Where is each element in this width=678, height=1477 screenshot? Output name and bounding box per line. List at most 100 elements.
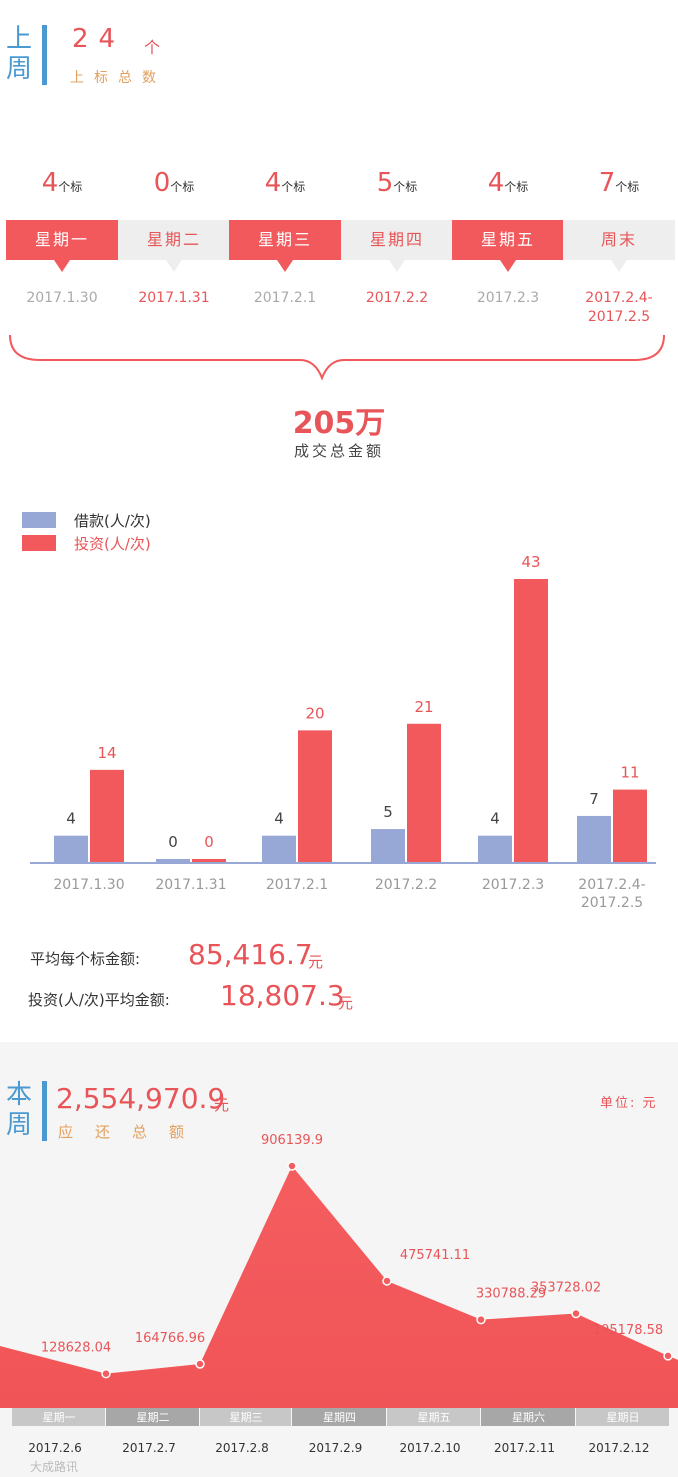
avg-per-invest-unit: 元 bbox=[338, 994, 354, 1012]
area-date-label: 2017.2.12 bbox=[588, 1441, 649, 1455]
day-date: 2017.2.3 bbox=[476, 290, 540, 306]
day-bid-count-unit: 个标 bbox=[504, 180, 529, 194]
bar-chart: 4 14 2017.1.30 0 0 2017.1.31 4 20 2017.2.1 5 21 201… bbox=[30, 553, 656, 911]
area-day-label: 星期一 bbox=[43, 1411, 76, 1424]
bar-invest-value: 21 bbox=[414, 698, 433, 716]
this-week-title: 本周 bbox=[5, 1080, 32, 1140]
area-date-label: 2017.2.11 bbox=[494, 1441, 555, 1455]
area-day-label: 星期三 bbox=[230, 1411, 263, 1424]
day-tab: 周末 bbox=[563, 220, 675, 260]
day-bid-count: 5个标 bbox=[341, 168, 453, 198]
day-bid-count-number: 4 bbox=[41, 168, 59, 198]
area-day-cell bbox=[200, 1408, 291, 1426]
area-day-cell bbox=[292, 1408, 386, 1426]
repay-total-label: 应还总额 bbox=[58, 1123, 207, 1141]
bar-category-label: 2017.2.3 bbox=[482, 877, 544, 893]
avg-per-bid-unit: 元 bbox=[308, 953, 324, 971]
area-date-label: 2017.2.9 bbox=[309, 1441, 362, 1455]
legend-label-borrow: 借款(人/次) bbox=[74, 512, 151, 530]
day-bid-count-number: 4 bbox=[487, 168, 505, 198]
day-bid-count-unit: 个标 bbox=[58, 180, 83, 194]
area-date-label: 2017.2.8 bbox=[215, 1441, 268, 1455]
deal-total-label: 成交总金额 bbox=[293, 442, 384, 460]
bar-category-label: 2017.1.31 bbox=[155, 877, 226, 893]
area-point-marker bbox=[382, 1276, 392, 1286]
day-bid-count-number: 7 bbox=[598, 168, 616, 198]
bar-borrow-value: 5 bbox=[383, 803, 393, 821]
bar-invest bbox=[90, 769, 124, 862]
bar-invest bbox=[298, 730, 332, 862]
day-bid-count: 7个标 bbox=[563, 168, 675, 198]
day-tab-pointer bbox=[166, 260, 182, 272]
day-bid-count: 0个标 bbox=[118, 168, 230, 198]
bar-borrow-value: 0 bbox=[168, 833, 178, 851]
legend-label-invest: 投资(人/次) bbox=[74, 535, 151, 553]
area-point-marker bbox=[101, 1368, 111, 1379]
area-point-marker bbox=[287, 1161, 297, 1171]
area-point-marker bbox=[571, 1308, 581, 1319]
area-day-label: 星期六 bbox=[512, 1411, 545, 1424]
day-tab-pointer bbox=[54, 260, 70, 272]
day-bid-count: 4个标 bbox=[6, 168, 118, 198]
area-day-cell bbox=[12, 1408, 105, 1426]
day-bid-count-unit: 个标 bbox=[170, 180, 195, 194]
day-bid-count-unit: 个标 bbox=[615, 180, 640, 194]
bar-category-label: 2017.2.4- bbox=[578, 877, 645, 893]
day-bid-count-number: 0 bbox=[153, 168, 171, 198]
avg-per-bid-value: 85,416.7 bbox=[188, 938, 313, 971]
bar-category-label: 2017.2.1 bbox=[266, 877, 328, 893]
bar-invest bbox=[514, 579, 548, 862]
bar-invest-value: 0 bbox=[204, 833, 214, 851]
bar-category-label: 2017.2.2 bbox=[375, 877, 437, 893]
area-point-value: 330788.29 bbox=[476, 1287, 546, 1302]
day-bid-count-number: 5 bbox=[376, 168, 394, 198]
bar-category-label: 2017.2.5 bbox=[581, 895, 643, 911]
area-day-label: 星期二 bbox=[137, 1411, 170, 1424]
day-tab-pointer bbox=[277, 260, 293, 272]
total-bid-count-label: 上标总数 bbox=[70, 70, 166, 86]
bar-borrow bbox=[577, 815, 611, 862]
legend-swatch-borrow bbox=[22, 512, 56, 528]
day-date: 2017.1.31 bbox=[138, 290, 210, 306]
total-bid-count: 24 bbox=[72, 24, 126, 54]
legend-swatch-invest bbox=[22, 535, 56, 551]
area-point-value: 195178.58 bbox=[593, 1323, 663, 1338]
day-date: 2017.1.30 bbox=[26, 290, 98, 306]
area-date-label: 2017.2.10 bbox=[399, 1441, 460, 1455]
repay-total-unit: 元 bbox=[214, 1096, 230, 1114]
day-bid-count-number: 4 bbox=[264, 168, 282, 198]
day-tab: 星期一 bbox=[6, 220, 118, 260]
this-week-title-bar bbox=[42, 1081, 47, 1141]
area-fill bbox=[0, 1166, 678, 1408]
day-date: 2017.2.4- 2017.2.5 bbox=[585, 290, 653, 325]
avg-per-invest-value: 18,807.3 bbox=[220, 979, 345, 1012]
area-day-cell bbox=[576, 1408, 669, 1426]
day-tab-pointer bbox=[500, 260, 516, 272]
day-bid-count: 4个标 bbox=[452, 168, 564, 198]
day-tab-pointer bbox=[611, 260, 627, 272]
day-date: 2017.2.1 bbox=[253, 290, 317, 306]
bar-invest bbox=[407, 723, 441, 862]
brace-graphic bbox=[9, 334, 665, 381]
area-point-value: 906139.9 bbox=[261, 1133, 323, 1148]
day-bid-count-unit: 个标 bbox=[393, 180, 418, 194]
bar-borrow-value: 4 bbox=[274, 810, 284, 828]
area-chart: 128628.04 164766.96 906139.9 475741.11 33078… bbox=[0, 1133, 678, 1455]
last-week-title: 上周 bbox=[5, 24, 32, 84]
bar-invest bbox=[613, 789, 647, 862]
area-point-value: 128628.04 bbox=[41, 1341, 111, 1356]
day-tab: 星期三 bbox=[229, 220, 341, 260]
watermark: 大成路讯 bbox=[30, 1460, 79, 1474]
bar-category-label: 2017.1.30 bbox=[53, 877, 124, 893]
day-tab: 星期二 bbox=[118, 220, 230, 260]
bar-invest-value: 43 bbox=[521, 553, 540, 571]
avg-per-invest-label: 投资(人/次)平均金额: bbox=[28, 991, 170, 1009]
total-bid-count-unit: 个 bbox=[144, 38, 161, 57]
area-point-value: 164766.96 bbox=[135, 1331, 205, 1346]
bar-borrow bbox=[262, 835, 296, 862]
bar-borrow bbox=[478, 835, 512, 862]
bar-invest-value: 20 bbox=[305, 704, 324, 722]
area-point-value: 353728.02 bbox=[531, 1281, 601, 1296]
area-point-marker bbox=[476, 1314, 486, 1325]
area-day-label: 星期日 bbox=[607, 1411, 640, 1424]
